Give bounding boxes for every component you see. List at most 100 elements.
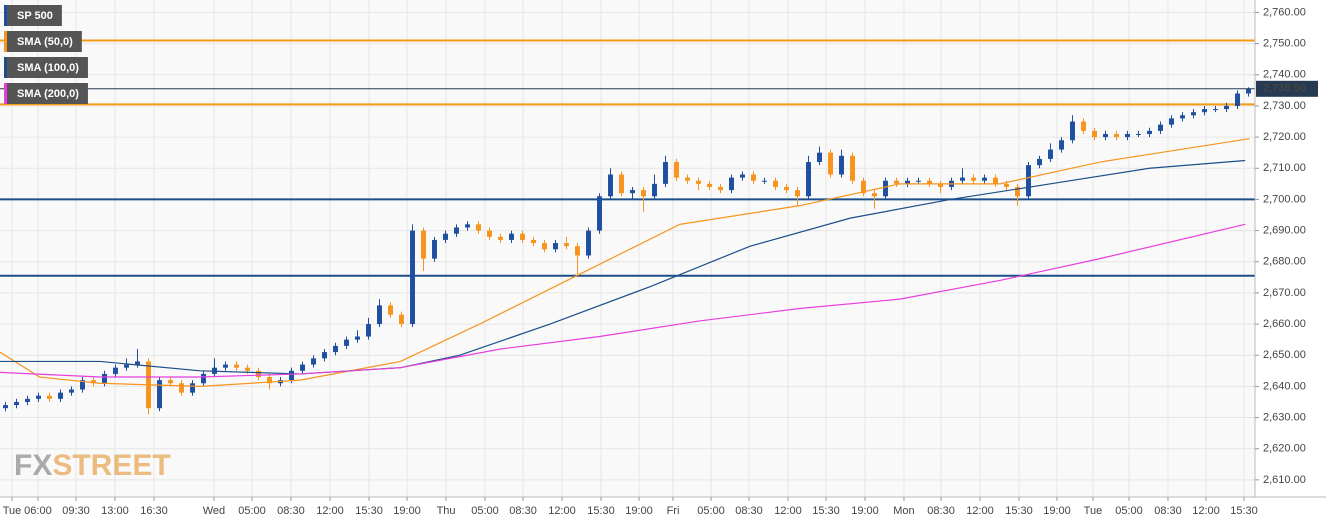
candle-body: [762, 180, 767, 182]
candle-body: [586, 230, 591, 256]
candle-body: [465, 224, 470, 228]
candle-body: [498, 236, 503, 240]
legend-swatch: [4, 31, 7, 52]
candle-body: [993, 177, 998, 184]
candle-body: [1246, 88, 1251, 94]
candle-body: [1224, 105, 1229, 110]
candle-body: [564, 243, 569, 247]
candle-body: [157, 380, 162, 409]
y-tick-label: 2,760.00: [1263, 6, 1306, 18]
candle-body: [894, 180, 899, 184]
candle-body: [916, 180, 921, 182]
x-tick-label: 05:00: [471, 505, 499, 517]
candle-body: [267, 377, 272, 384]
candle-body: [256, 370, 261, 378]
candle-body: [1092, 130, 1097, 138]
candle-body: [1070, 121, 1075, 141]
candle-body: [927, 180, 932, 184]
x-tick-label: 08:30: [277, 505, 305, 517]
candle-body: [1026, 165, 1031, 197]
candle-body: [3, 405, 8, 409]
x-tick-label: 15:30: [1005, 505, 1033, 517]
candle-body: [542, 243, 547, 250]
x-tick-label: 19:00: [851, 505, 879, 517]
candle-body: [531, 239, 536, 244]
candle-body: [300, 364, 305, 371]
x-tick-label: 19:00: [393, 505, 421, 517]
candle-body: [410, 230, 415, 325]
candle-body: [1180, 115, 1185, 119]
last-price-label: 2,735.50: [1263, 83, 1306, 95]
x-tick-label: 06:00: [24, 505, 52, 517]
watermark: FXSTREET: [14, 449, 171, 482]
candle-body: [333, 345, 338, 353]
candle-body: [36, 395, 41, 399]
candle-body: [696, 180, 701, 184]
candle-body: [1004, 183, 1009, 187]
candle-body: [1202, 109, 1207, 113]
x-tick-label: 12:00: [548, 505, 576, 517]
candle-body: [289, 370, 294, 381]
x-tick-label: 15:30: [1230, 505, 1258, 517]
candle-body: [509, 233, 514, 240]
y-tick-label: 2,670.00: [1263, 287, 1306, 299]
last-price-box: [1256, 80, 1318, 97]
candle-body: [388, 305, 393, 315]
candle-body: [421, 230, 426, 259]
candle-body: [784, 186, 789, 191]
x-tick-label: 15:30: [812, 505, 840, 517]
candle-body: [47, 395, 52, 399]
x-tick-label: 08:30: [735, 505, 763, 517]
candle-body: [740, 174, 745, 178]
sma-line: [0, 138, 1250, 387]
candle-body: [663, 162, 668, 184]
candle-body: [1169, 118, 1174, 125]
legend-label: SMA (100,0): [17, 62, 79, 74]
candle-body: [69, 389, 74, 393]
candle-body: [113, 367, 118, 374]
legend-label: SP 500: [17, 10, 53, 22]
candle-body: [58, 392, 63, 399]
candle-body: [1136, 133, 1141, 135]
candle-body: [25, 398, 30, 402]
candle-body: [245, 367, 250, 371]
candle-body: [1147, 130, 1152, 134]
candle-body: [795, 190, 800, 197]
candle-body: [850, 155, 855, 181]
candle-body: [344, 339, 349, 346]
x-tick-label: 19:00: [1043, 505, 1071, 517]
x-tick-label: 15:30: [355, 505, 383, 517]
legend-box: [4, 57, 88, 78]
x-tick-label: Tue: [1084, 505, 1103, 517]
y-tick-label: 2,710.00: [1263, 162, 1306, 174]
legend-box: [4, 83, 88, 104]
candle-body: [201, 373, 206, 384]
candle-body: [674, 162, 679, 178]
candle-body: [1103, 133, 1108, 138]
candle-body: [1235, 93, 1240, 106]
candle-body: [553, 243, 558, 250]
x-tick-label: 12:00: [774, 505, 802, 517]
candle-body: [14, 401, 19, 406]
candle-body: [597, 196, 602, 231]
candle-body: [960, 177, 965, 181]
x-tick-label: 09:30: [62, 505, 90, 517]
candle-body: [366, 324, 371, 337]
y-tick-label: 2,740.00: [1263, 69, 1306, 81]
candle-body: [1114, 133, 1119, 138]
candle-body: [773, 180, 778, 187]
candle-body: [432, 239, 437, 259]
y-tick-label: 2,640.00: [1263, 380, 1306, 392]
y-tick-label: 2,730.00: [1263, 100, 1306, 112]
x-tick-label: 08:30: [1154, 505, 1182, 517]
candle-body: [1191, 112, 1196, 116]
x-tick-label: 13:00: [101, 505, 129, 517]
candle-body: [685, 177, 690, 181]
x-tick-label: 05:00: [1115, 505, 1143, 517]
y-tick-label: 2,630.00: [1263, 411, 1306, 423]
x-tick-label: 08:30: [927, 505, 955, 517]
candle-body: [1037, 158, 1042, 166]
candle-body: [905, 180, 910, 184]
x-tick-label: 12:00: [1192, 505, 1220, 517]
candle-body: [223, 364, 228, 368]
